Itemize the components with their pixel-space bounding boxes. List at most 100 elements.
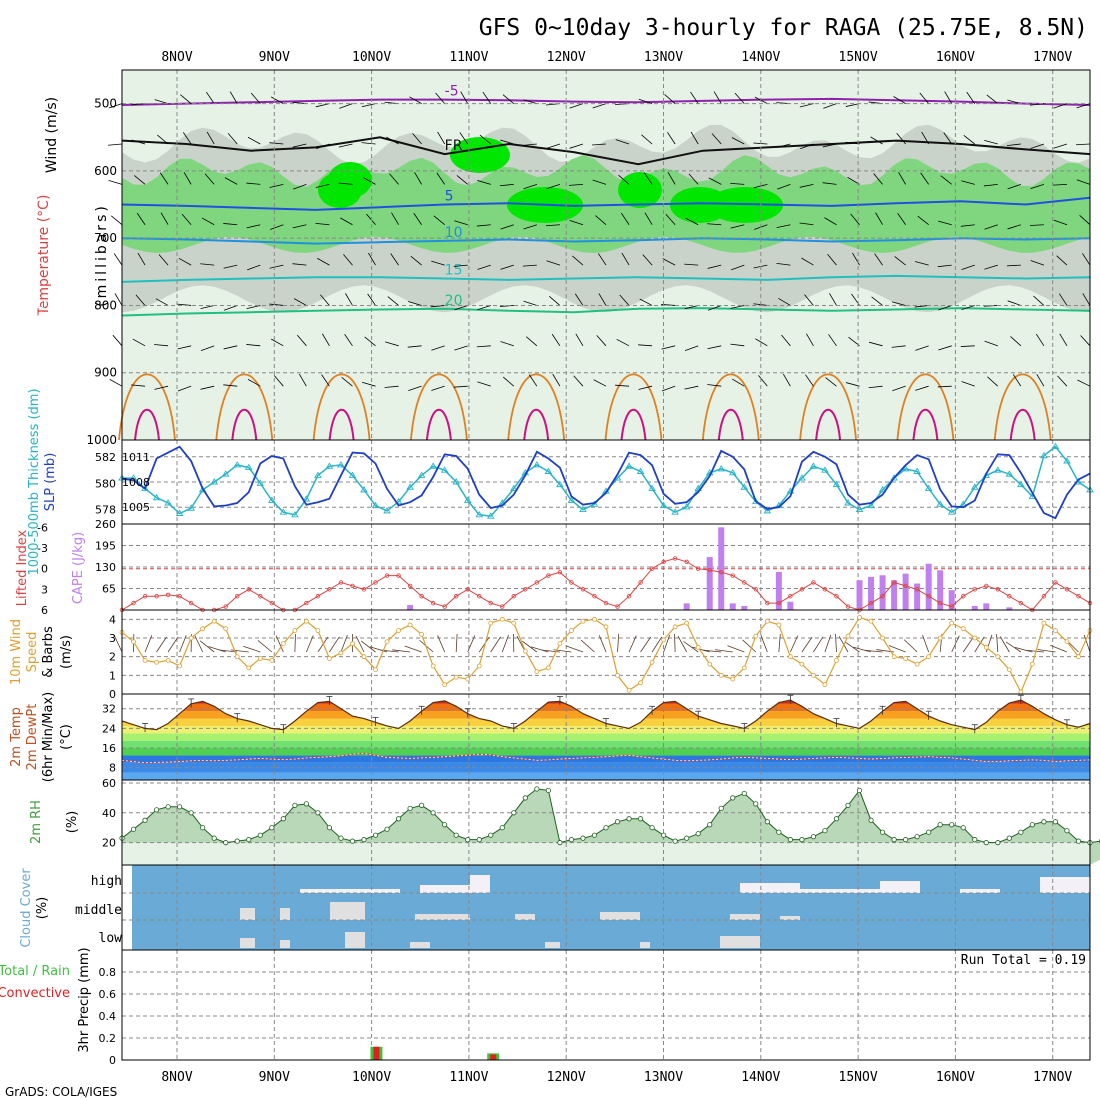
wind-barb bbox=[891, 301, 906, 306]
wind-barb bbox=[892, 385, 906, 392]
rh2m-point bbox=[361, 837, 367, 843]
thickness-point bbox=[164, 499, 172, 506]
wind-barb bbox=[315, 183, 330, 188]
thickness-point bbox=[717, 465, 726, 472]
wind-barb bbox=[961, 381, 975, 387]
rh2m-point bbox=[879, 829, 886, 835]
wind-barb bbox=[269, 183, 284, 188]
lifted-index-point bbox=[327, 587, 332, 592]
lifted-index-point bbox=[845, 604, 851, 609]
wind-barb bbox=[344, 334, 353, 347]
lifted-index-point bbox=[523, 587, 528, 592]
wind-barb bbox=[753, 183, 768, 189]
date-label-top: 13NOV bbox=[644, 50, 683, 65]
rh2m-point bbox=[384, 826, 390, 832]
wind-barb bbox=[1076, 179, 1091, 185]
lifted-index-point bbox=[188, 600, 194, 606]
wind-barb-10m bbox=[692, 646, 710, 653]
wind-speed-point bbox=[914, 661, 920, 667]
chart-title: GFS 0~10day 3-hourly for RAGA (25.75E, 8… bbox=[479, 15, 1088, 41]
wind-barb bbox=[321, 374, 330, 387]
rh2m-point bbox=[972, 837, 978, 843]
wind-speed-point bbox=[257, 656, 263, 661]
wind-speed-point bbox=[638, 680, 643, 686]
wind-barb bbox=[476, 224, 491, 227]
wind-barb bbox=[847, 176, 860, 185]
lifted-index-point bbox=[165, 592, 171, 598]
wind-barb bbox=[569, 220, 584, 226]
wind-barb bbox=[801, 257, 814, 266]
wind-barb-10m bbox=[490, 636, 501, 653]
wind-barb bbox=[1029, 224, 1044, 226]
wind-barb bbox=[828, 334, 837, 347]
wind-barb bbox=[776, 143, 791, 148]
thickness-axis-label: 1000-500mb Thickness (dm) bbox=[27, 388, 42, 575]
thickness-point bbox=[878, 486, 887, 493]
wind-barb-10m bbox=[628, 635, 637, 653]
wind-barb bbox=[110, 215, 123, 226]
wind-speed-point bbox=[857, 615, 862, 620]
thickness-point bbox=[279, 508, 288, 515]
temperature-color-band bbox=[122, 740, 1090, 749]
wind-speed-point bbox=[891, 654, 897, 660]
wind-barb bbox=[937, 385, 952, 388]
wind-barb bbox=[500, 341, 514, 347]
wind-barb bbox=[250, 92, 261, 104]
wind-barb-10m bbox=[275, 635, 284, 653]
cape-tick-label: 260 bbox=[95, 518, 116, 531]
li-tick-label: -6 bbox=[37, 521, 48, 534]
rh2m-point bbox=[833, 816, 840, 822]
rh2m-point bbox=[545, 787, 551, 794]
rh2m-tick-label: 20 bbox=[102, 837, 116, 850]
wind-barb-10m bbox=[306, 635, 314, 653]
wind-barb bbox=[621, 252, 630, 266]
thickness-point bbox=[533, 461, 541, 468]
wind-barb bbox=[615, 139, 630, 145]
wind-barb bbox=[938, 220, 952, 226]
wind-barb bbox=[292, 143, 307, 148]
rh2m-point bbox=[326, 825, 333, 831]
wind-barb bbox=[181, 213, 192, 225]
precip-convective-bar bbox=[373, 1046, 380, 1060]
wind-barb-10m bbox=[522, 640, 538, 653]
isotherm-25-loop bbox=[993, 373, 1052, 441]
rh2m-point bbox=[903, 837, 909, 843]
lifted-index-point bbox=[695, 566, 701, 571]
rh-axis-label: RH (%) bbox=[32, 306, 48, 355]
rh2m-point bbox=[856, 787, 863, 794]
lifted-index-point bbox=[246, 587, 251, 592]
date-label-bottom: 12NOV bbox=[547, 1070, 586, 1085]
temperature-color-band bbox=[122, 748, 1090, 756]
wind-barb bbox=[644, 212, 653, 225]
precip-convective-label: Convective bbox=[0, 986, 70, 1001]
cloud-block bbox=[420, 885, 480, 893]
wind-barb-10m bbox=[144, 635, 153, 653]
rh2m-point bbox=[787, 837, 793, 843]
wind-barb bbox=[414, 172, 422, 185]
isotherm-30-loop bbox=[620, 408, 647, 441]
cape-tick-label: 195 bbox=[95, 540, 116, 553]
wind-barb bbox=[154, 344, 169, 347]
lifted-index-point bbox=[384, 573, 390, 578]
wind-speed-point bbox=[937, 635, 943, 641]
wind-barb bbox=[574, 293, 584, 306]
wind-barb-10m bbox=[999, 636, 1010, 653]
wind-barb bbox=[246, 182, 261, 185]
thickness-point bbox=[268, 496, 276, 503]
rh2m-point bbox=[522, 795, 528, 801]
isotherm-line bbox=[121, 237, 1091, 245]
thickness-point bbox=[544, 467, 553, 474]
thickness-point bbox=[901, 465, 910, 472]
cloud-block bbox=[410, 942, 430, 948]
wind-barb-10m bbox=[437, 635, 446, 653]
wind-axis-label-1: 10m Wind bbox=[9, 619, 24, 685]
wind-barb bbox=[297, 334, 307, 347]
rh2m-point bbox=[764, 819, 770, 825]
rh2m-point bbox=[499, 825, 505, 831]
rh2m-point bbox=[177, 804, 183, 810]
wind-barb bbox=[340, 217, 353, 226]
lifted-index-point bbox=[419, 594, 424, 599]
wind-barb bbox=[453, 385, 468, 388]
temp-axis-label-3: (6hr Min/Max) bbox=[41, 692, 56, 782]
